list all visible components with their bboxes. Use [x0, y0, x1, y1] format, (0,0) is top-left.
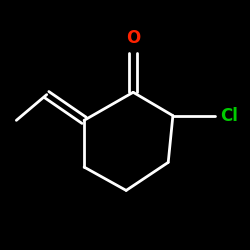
- Text: Cl: Cl: [220, 107, 238, 125]
- Text: O: O: [126, 29, 140, 47]
